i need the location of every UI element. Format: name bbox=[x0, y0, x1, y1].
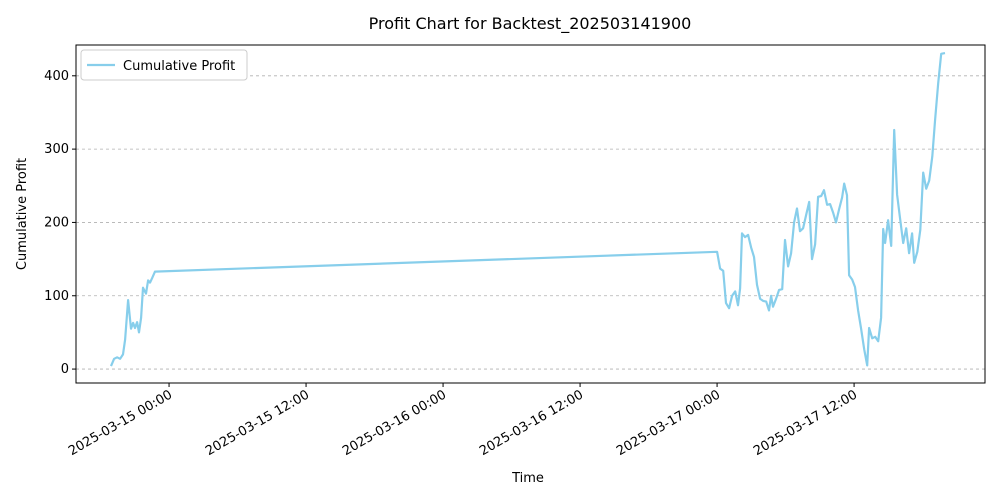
x-tick-label: 2025-03-16 12:00 bbox=[477, 387, 586, 459]
y-tick-label: 300 bbox=[44, 142, 69, 157]
x-tick-label: 2025-03-17 00:00 bbox=[614, 387, 723, 459]
y-tick-label: 0 bbox=[61, 362, 69, 377]
y-tick-label: 100 bbox=[44, 289, 69, 304]
legend-label: Cumulative Profit bbox=[123, 59, 235, 74]
legend: Cumulative Profit bbox=[80, 49, 248, 81]
chart-title: Profit Chart for Backtest_202503141900 bbox=[369, 14, 692, 34]
y-tick-label: 400 bbox=[44, 69, 69, 84]
line-series bbox=[109, 52, 946, 367]
plot-frame bbox=[75, 44, 986, 384]
x-axis-label: Time bbox=[511, 471, 544, 486]
x-tick-label: 2025-03-15 00:00 bbox=[66, 387, 175, 459]
x-tick-label: 2025-03-15 12:00 bbox=[203, 387, 312, 459]
y-tick-label: 200 bbox=[44, 215, 69, 230]
x-tick-label: 2025-03-17 12:00 bbox=[751, 387, 860, 459]
x-tick-label: 2025-03-16 00:00 bbox=[340, 387, 449, 459]
legend-box bbox=[80, 49, 248, 81]
y-axis-label: Cumulative Profit bbox=[15, 158, 30, 270]
